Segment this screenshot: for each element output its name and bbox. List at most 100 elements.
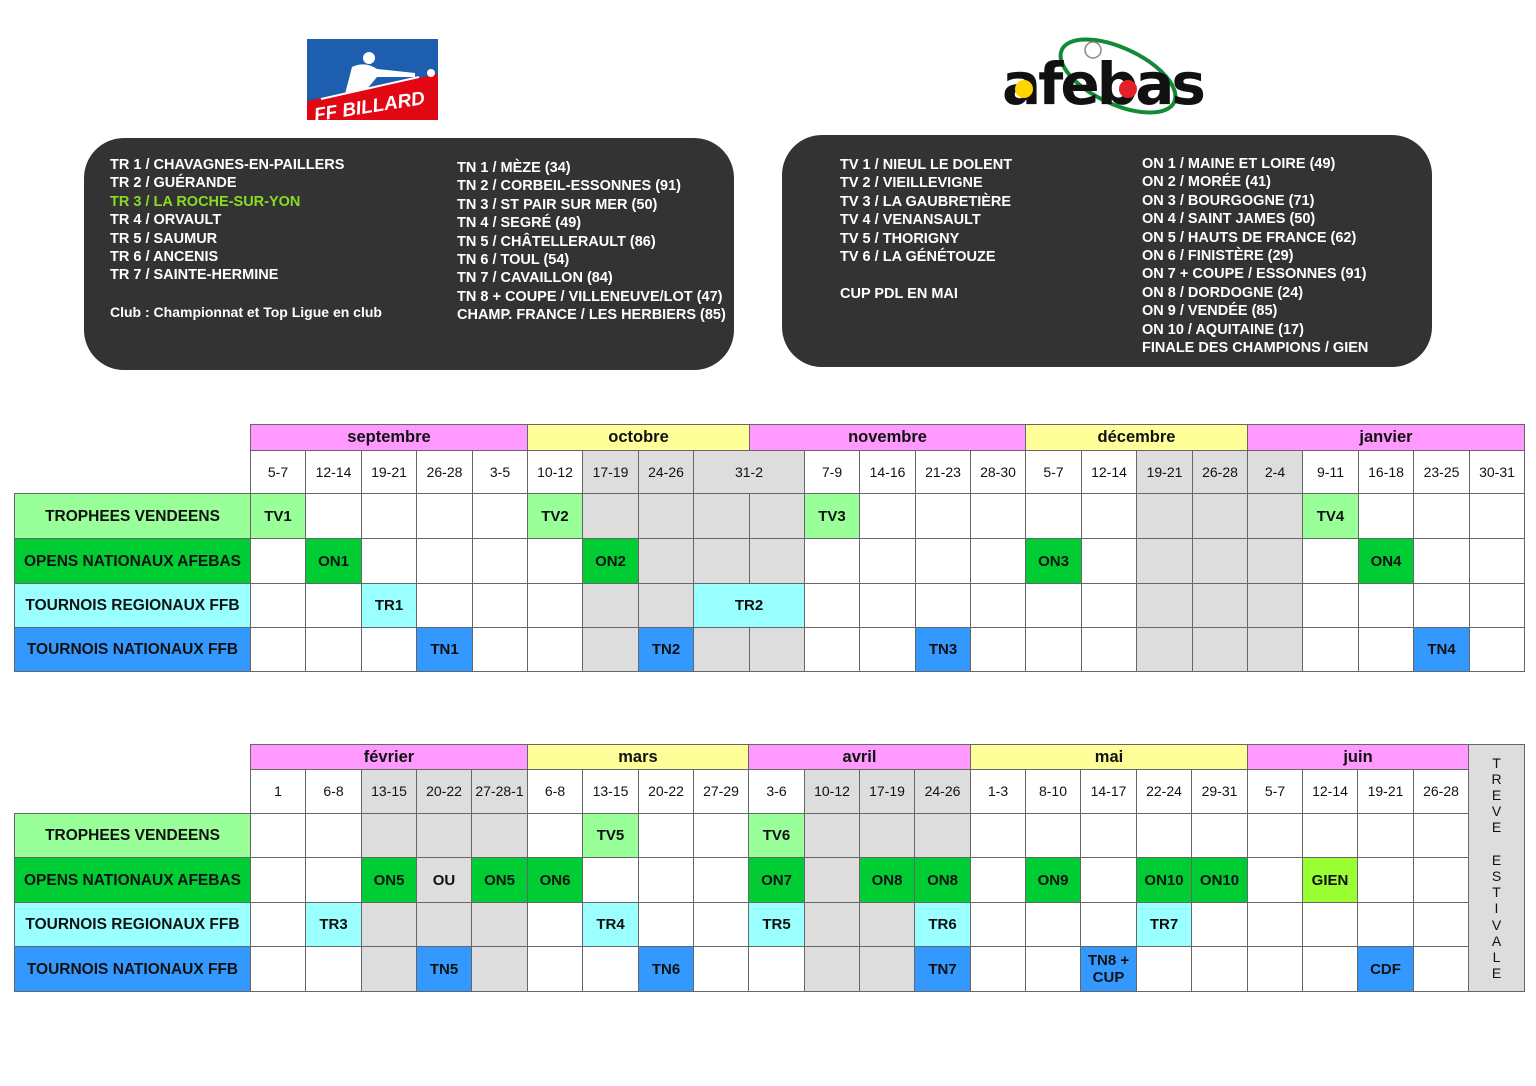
list-item: TR 6 / ANCENIS xyxy=(110,249,219,266)
letter: T xyxy=(1492,754,1501,771)
empty-cell xyxy=(1136,627,1193,672)
empty-cell xyxy=(748,946,805,992)
empty-cell xyxy=(1191,946,1248,992)
empty-cell xyxy=(859,627,916,672)
empty-cell xyxy=(859,583,916,628)
empty-cell xyxy=(804,538,860,584)
event-tr: TR2 xyxy=(693,583,805,628)
empty-cell xyxy=(1136,813,1192,858)
empty-cell xyxy=(1302,813,1358,858)
empty-cell xyxy=(527,946,583,992)
empty-cell xyxy=(1413,946,1469,992)
empty-cell xyxy=(638,857,694,903)
event-tn: TN5 xyxy=(416,946,472,992)
empty-cell xyxy=(582,627,639,672)
list-item: ON 2 / MORÉE (41) xyxy=(1142,174,1271,191)
empty-cell xyxy=(305,946,362,992)
letter: S xyxy=(1491,868,1502,884)
event-tr: TR6 xyxy=(914,902,971,947)
empty-cell xyxy=(1081,627,1137,672)
date-header: 22-24 xyxy=(1136,769,1192,814)
date-header: 30-31 xyxy=(1469,450,1525,494)
list-item: Club : Championnat et Top Ligue en club xyxy=(110,304,382,321)
letter: L xyxy=(1492,949,1501,966)
empty-cell xyxy=(361,813,417,858)
row-label-tn: TOURNOIS NATIONAUX FFB xyxy=(14,946,251,992)
row-label-on: OPENS NATIONAUX AFEBAS xyxy=(14,538,251,584)
empty-cell xyxy=(749,538,805,584)
event-tr: TR7 xyxy=(1136,902,1192,947)
empty-cell xyxy=(970,583,1026,628)
date-header: 12-14 xyxy=(1302,769,1358,814)
month-header: février xyxy=(250,744,528,770)
row-label-tn: TOURNOIS NATIONAUX FFB xyxy=(14,627,251,672)
empty-cell xyxy=(250,946,306,992)
date-header: 3-6 xyxy=(748,769,805,814)
empty-cell xyxy=(472,538,528,584)
date-header: 10-12 xyxy=(804,769,860,814)
date-header: 3-5 xyxy=(472,450,528,494)
event-on: ON4 xyxy=(1358,538,1414,584)
empty-cell xyxy=(527,627,583,672)
date-header: 29-31 xyxy=(1191,769,1248,814)
empty-cell xyxy=(1247,902,1303,947)
list-item: ON 6 / FINISTÈRE (29) xyxy=(1142,248,1294,265)
list-item: ON 5 / HAUTS DE FRANCE (62) xyxy=(1142,229,1357,246)
event-tn: TN8 + CUP xyxy=(1080,946,1137,992)
empty-cell xyxy=(250,813,306,858)
empty-cell xyxy=(416,902,472,947)
empty-cell xyxy=(1025,813,1081,858)
empty-cell xyxy=(859,902,915,947)
empty-cell xyxy=(1357,902,1414,947)
letter: E xyxy=(1491,819,1502,836)
empty-cell xyxy=(1413,493,1470,539)
date-header: 20-22 xyxy=(638,769,694,814)
empty-cell xyxy=(1469,583,1525,628)
empty-cell xyxy=(1081,583,1137,628)
empty-cell xyxy=(859,946,915,992)
empty-cell xyxy=(1192,627,1248,672)
empty-cell xyxy=(859,813,915,858)
empty-cell xyxy=(1080,902,1137,947)
date-header: 13-15 xyxy=(582,769,639,814)
empty-cell xyxy=(804,902,860,947)
event-on: ON7 xyxy=(748,857,805,903)
list-item: TR 4 / ORVAULT xyxy=(110,212,222,229)
empty-cell xyxy=(1191,902,1248,947)
empty-cell xyxy=(1302,902,1358,947)
date-header: 5-7 xyxy=(250,450,306,494)
ffb-regional-list: TR 1 / CHAVAGNES-EN-PAILLERS TR 2 / GUÉRA… xyxy=(110,156,382,322)
empty-cell xyxy=(1247,857,1303,903)
date-header: 26-28 xyxy=(416,450,473,494)
empty-cell xyxy=(582,946,639,992)
event-on: ON5 xyxy=(361,857,417,903)
empty-cell xyxy=(804,813,860,858)
empty-cell xyxy=(1247,946,1303,992)
date-header: 16-18 xyxy=(1358,450,1414,494)
empty-cell xyxy=(970,857,1026,903)
letter: V xyxy=(1491,916,1502,933)
empty-cell xyxy=(804,857,860,903)
empty-cell xyxy=(970,813,1026,858)
empty-cell xyxy=(1247,493,1303,539)
event-note: OU xyxy=(416,857,472,903)
list-item: ON 10 / AQUITAINE (17) xyxy=(1142,321,1304,338)
empty-cell xyxy=(804,583,860,628)
event-on: ON5 xyxy=(471,857,528,903)
event-on: ON9 xyxy=(1025,857,1081,903)
empty-cell xyxy=(1302,583,1359,628)
event-tn: TN1 xyxy=(416,627,473,672)
date-header: 19-21 xyxy=(361,450,417,494)
empty-cell xyxy=(1247,813,1303,858)
empty-cell xyxy=(1413,902,1469,947)
letter: E xyxy=(1491,786,1502,803)
empty-cell xyxy=(915,538,971,584)
afebas-tournaments-box: TV 1 / NIEUL LE DOLENT TV 2 / VIEILLEVIGN… xyxy=(782,135,1432,367)
empty-cell xyxy=(250,902,306,947)
empty-cell xyxy=(361,946,417,992)
empty-cell xyxy=(250,857,306,903)
date-header: 17-19 xyxy=(582,450,639,494)
event-tv: TV3 xyxy=(804,493,860,539)
empty-cell xyxy=(970,538,1026,584)
